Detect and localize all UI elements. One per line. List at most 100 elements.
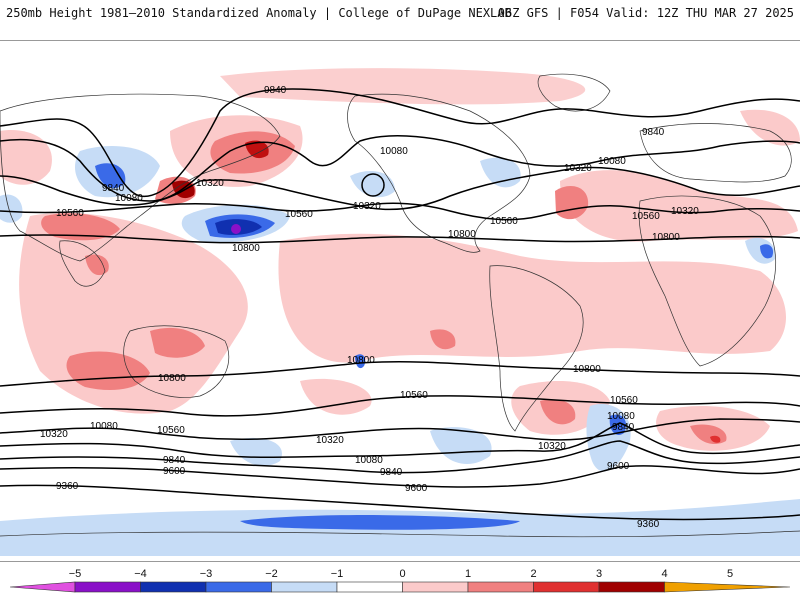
contour-label: 10560 (56, 208, 84, 219)
greenland-outline (537, 73, 611, 112)
negative-anomaly-area (230, 437, 282, 466)
north-america-outline (347, 93, 531, 253)
height-contours (0, 88, 800, 521)
extreme-negative-anomaly (231, 224, 241, 234)
strong-positive-anomaly (150, 327, 205, 358)
contour-label: 10320 (316, 435, 344, 446)
contour-10560-north (0, 202, 800, 221)
strong-positive-anomaly (66, 351, 150, 391)
contour-label: 10560 (400, 390, 428, 401)
contour-10560-south (0, 395, 800, 417)
negative-anomaly-area (350, 171, 395, 198)
europe-outline (639, 123, 792, 183)
south-america-outline (489, 265, 584, 432)
contour-label: 10080 (598, 156, 626, 167)
moderate-negative-anomaly (240, 515, 520, 530)
colorbar-scale (9, 581, 791, 593)
colorbar-tick-label: 3 (595, 568, 603, 580)
colorbar-tick-label: −4 (134, 568, 147, 580)
contour-9840-north (0, 88, 800, 197)
colorbar: −5 −4 −3 −2 −1 0 1 2 3 4 5 (0, 566, 800, 600)
positive-anomaly-area (560, 170, 798, 242)
contour-10800-south (0, 361, 800, 387)
coastlines (0, 73, 800, 538)
contour-label: 9360 (637, 519, 660, 530)
colorbar-swatch (533, 581, 600, 593)
contour-label: 10800 (573, 364, 601, 375)
map-panel: 9840 9840 9840 10080 10080 10080 10320 1… (0, 40, 800, 562)
contour-label: 10560 (610, 395, 638, 406)
colorbar-tick-label: 4 (661, 568, 668, 580)
max-positive-anomaly (710, 435, 721, 443)
contour-label: 10800 (347, 355, 375, 366)
contour-label: 10800 (158, 373, 186, 384)
colorbar-tick-label: 1 (464, 568, 472, 580)
contour-label: 9600 (163, 466, 186, 477)
negative-anomaly-area (0, 194, 23, 223)
colorbar-arrow-right (664, 581, 791, 593)
positive-anomaly-area (300, 378, 372, 415)
colorbar-tick-label: −5 (68, 568, 82, 580)
positive-anomaly-area (0, 130, 52, 185)
contour-label: 10560 (285, 209, 313, 220)
contour-label: 10080 (380, 146, 408, 157)
contour-10080-north (0, 135, 800, 202)
colorbar-tick-label: −1 (330, 568, 344, 580)
positive-anomaly-area (740, 109, 800, 146)
max-positive-anomaly (245, 140, 269, 159)
contour-label: 9840 (264, 85, 287, 96)
contour-label: 10320 (671, 206, 699, 217)
contour-label: 10320 (538, 441, 566, 452)
contour-label: 10080 (90, 421, 118, 432)
contour-9360-south (0, 484, 800, 521)
antarctica-outline (0, 530, 800, 538)
contour-label: 10800 (232, 243, 260, 254)
strong-positive-anomaly (41, 213, 120, 241)
contour-label: 9600 (405, 483, 428, 494)
moderate-negative-anomaly (760, 244, 774, 259)
colorbar-swatch (74, 581, 141, 593)
positive-anomaly-area (278, 233, 787, 363)
strong-positive-anomaly (85, 254, 109, 276)
moderate-negative-anomaly (609, 414, 627, 436)
contour-9840-south (0, 440, 800, 474)
contour-label: 10800 (652, 232, 680, 243)
contour-label: 9840 (102, 183, 125, 194)
closed-contour-low (361, 173, 385, 197)
contour-labels: 9840 9840 9840 10080 10080 10080 10320 1… (40, 85, 699, 530)
header-bar: 250mb Height 1981–2010 Standardized Anom… (0, 0, 800, 26)
colorbar-tick-label: 5 (726, 568, 734, 580)
australia-outline (123, 325, 230, 398)
contour-label: 10080 (115, 193, 143, 204)
colorbar-swatch (271, 581, 338, 593)
south-asia-outline (59, 240, 106, 287)
strong-positive-anomaly (540, 399, 576, 425)
contour-label: 10800 (448, 229, 476, 240)
colorbar-tick-label: −2 (265, 568, 278, 580)
contour-label: 10320 (564, 163, 592, 174)
contour-label: 9360 (56, 481, 79, 492)
colorbar-swatch (336, 581, 403, 593)
contour-label: 9840 (612, 422, 635, 433)
contour-label: 10320 (353, 201, 381, 212)
strong-positive-anomaly (430, 329, 456, 350)
moderate-negative-anomaly (355, 354, 366, 369)
contour-label: 9840 (163, 455, 186, 466)
contour-label: 10560 (490, 216, 518, 227)
colorbar-tick-label: 0 (399, 568, 406, 580)
contour-10800-north (0, 234, 800, 244)
colorbar-tick-label: −3 (199, 568, 213, 580)
contour-label: 10080 (607, 411, 635, 422)
anomaly-shading (0, 68, 800, 556)
map-title: 250mb Height 1981–2010 Standardized Anom… (6, 6, 512, 20)
contour-9600-south (0, 465, 800, 488)
colorbar-swatch (205, 581, 272, 593)
anomaly-map: 9840 9840 9840 10080 10080 10080 10320 1… (0, 68, 800, 556)
contour-label: 10560 (632, 211, 660, 222)
contour-label: 9600 (607, 461, 630, 472)
contour-label: 10560 (157, 425, 185, 436)
moderate-negative-anomaly (95, 163, 126, 189)
colorbar-swatch (402, 581, 469, 593)
colorbar-arrow-left (9, 581, 76, 593)
colorbar-tick-label: 2 (530, 568, 537, 580)
